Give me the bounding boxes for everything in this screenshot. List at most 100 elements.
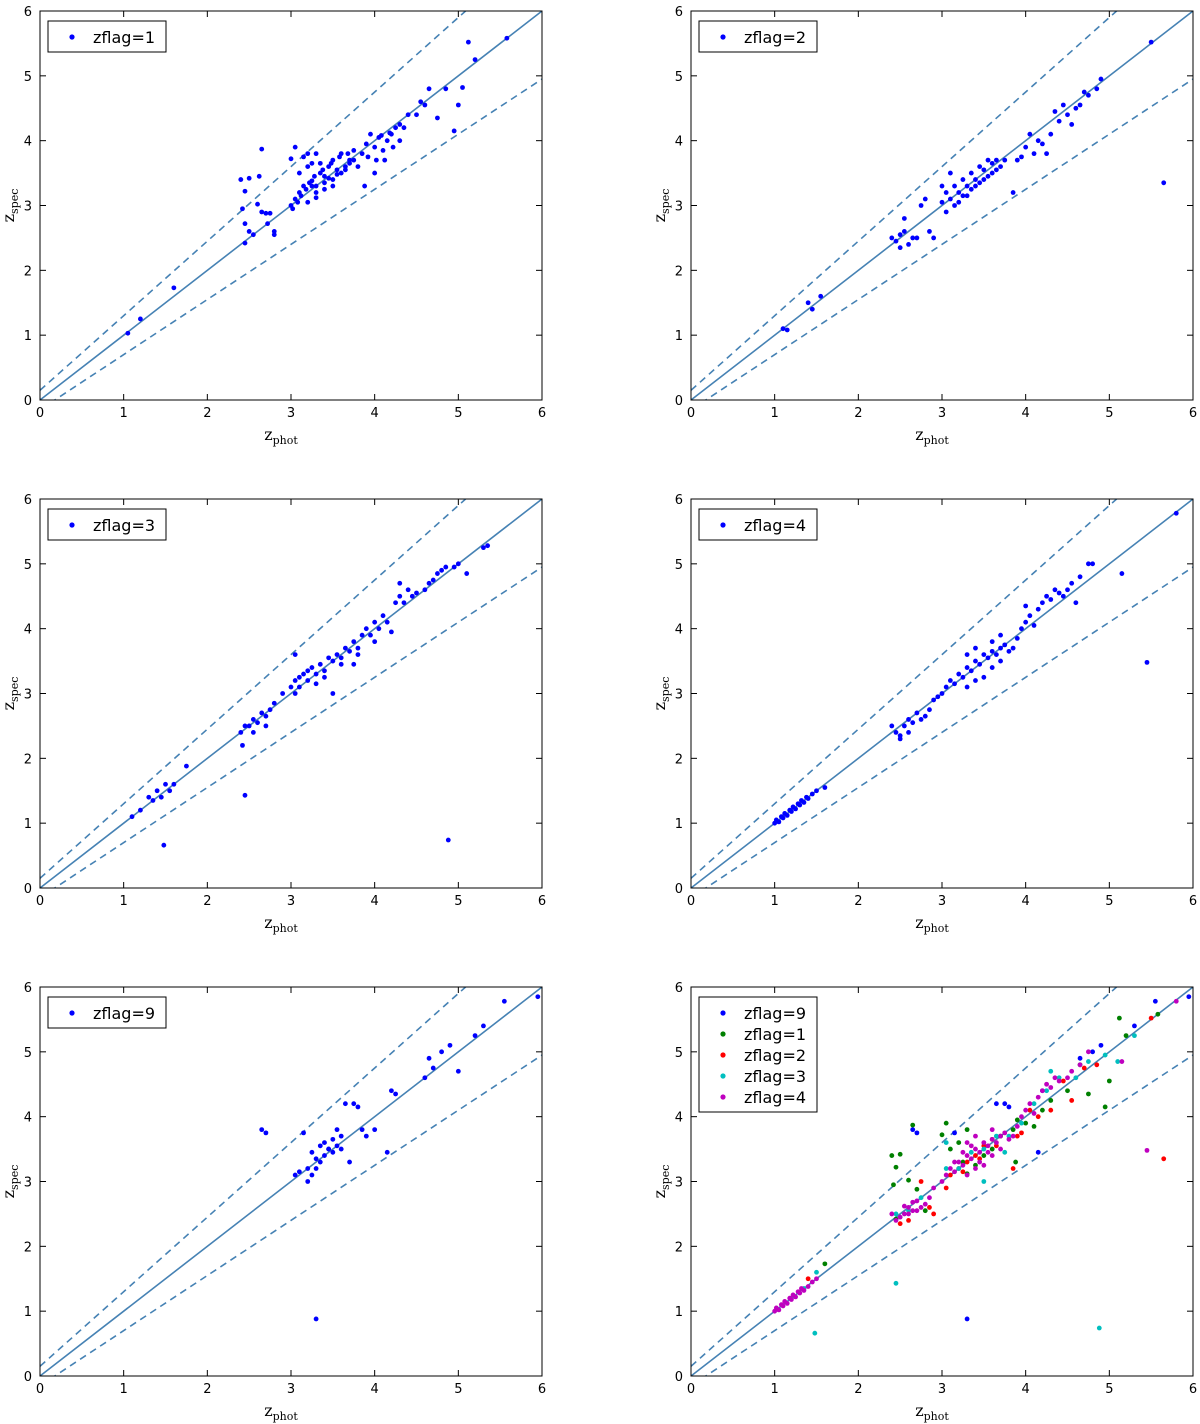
data-point (1006, 648, 1012, 654)
data-point (964, 193, 970, 199)
data-point (973, 1153, 978, 1158)
data-point (372, 170, 378, 176)
legend-marker (720, 1052, 726, 1058)
chart-panel-2: 0 1 2 3 4 5 6 0 1 2 3 4 5 6 zphot zspec zflag=2 (650, 0, 1200, 470)
legend-label: zflag=4 (744, 1088, 806, 1107)
y-axis-label-sub: spec (8, 1165, 21, 1190)
data-point (397, 138, 403, 144)
data-point (146, 794, 152, 800)
data-point (960, 177, 966, 182)
data-point (943, 1172, 949, 1178)
x-axis-label: zphot (915, 913, 949, 935)
data-point (914, 1130, 920, 1136)
data-point (397, 580, 403, 586)
x-tick-label: 3 (938, 1382, 946, 1397)
chart-panel-1: 0 1 2 3 4 5 6 0 1 2 3 4 5 6 zphot zspec zflag=1 (0, 0, 600, 470)
x-tick-label: 6 (1189, 406, 1197, 421)
y-axis-label: zspec (0, 189, 21, 223)
data-point (384, 1149, 390, 1155)
data-point (1155, 1011, 1161, 1017)
series-zflag=4 (772, 998, 1179, 1314)
lower-dashed-line (53, 566, 542, 888)
data-point (296, 674, 302, 680)
data-point (1148, 1015, 1154, 1021)
data-point (313, 151, 319, 157)
data-point (906, 1177, 911, 1183)
data-point (897, 232, 903, 238)
legend-label: zflag=9 (744, 1004, 806, 1023)
data-point (964, 1316, 970, 1322)
data-point (901, 216, 907, 221)
data-point (455, 561, 461, 567)
data-point (393, 125, 398, 131)
x-tick-label: 0 (687, 894, 695, 909)
data-point (780, 326, 786, 332)
legend: zflag=9 (47, 996, 167, 1029)
legend: zflag=3 (47, 508, 167, 541)
data-point (465, 39, 471, 45)
data-point (1073, 105, 1079, 111)
data-point (989, 648, 995, 654)
x-axis-label-sub: phot (273, 434, 299, 447)
data-point (1090, 1049, 1095, 1055)
legend-box (47, 20, 167, 53)
y-axis-label-main: z (0, 702, 18, 710)
legend: zflag=4 (698, 508, 818, 541)
x-axis-label: zphot (264, 425, 298, 447)
data-point (363, 1133, 369, 1139)
data-point (1081, 89, 1087, 95)
data-point (382, 157, 388, 163)
data-point (1056, 118, 1062, 124)
data-point (1115, 1059, 1121, 1064)
data-point (305, 199, 311, 205)
data-point (1102, 1104, 1108, 1110)
data-point (985, 1149, 991, 1155)
data-point (1081, 1065, 1087, 1071)
data-point (910, 1127, 916, 1133)
data-point (246, 723, 252, 729)
x-tick-label: 6 (538, 1382, 546, 1397)
y-tick-label: 1 (24, 817, 32, 832)
upper-dashed-line (691, 499, 1118, 879)
data-point (1048, 597, 1054, 602)
y-tick-label: 3 (24, 200, 32, 215)
y-tick-label: 5 (24, 558, 32, 573)
data-point (250, 730, 256, 735)
data-point (167, 788, 173, 794)
x-tick-label: 2 (854, 406, 862, 421)
data-point (1048, 1107, 1054, 1113)
data-point (906, 717, 911, 722)
y-axis-label: zspec (650, 189, 672, 223)
x-tick-label: 5 (454, 406, 462, 421)
series-zflag=4 (772, 510, 1179, 826)
data-point (322, 186, 327, 192)
data-point (267, 210, 273, 216)
series-zflag=3 (789, 1033, 1137, 1336)
data-point (981, 674, 987, 680)
x-tick-label: 4 (371, 894, 379, 909)
data-point (338, 1133, 344, 1139)
data-point (1173, 510, 1179, 516)
legend-box (698, 20, 818, 53)
data-point (1019, 1130, 1024, 1136)
y-tick-label: 1 (675, 329, 683, 344)
x-tick-label: 2 (854, 1382, 862, 1397)
data-point (977, 164, 983, 170)
axis-ticks: 0 1 2 3 4 5 6 0 1 2 3 4 5 6 (24, 5, 546, 421)
data-point (922, 713, 928, 719)
data-point (893, 1280, 899, 1286)
y-tick-label: 6 (675, 5, 683, 20)
data-point (787, 1295, 793, 1301)
y-tick-label: 4 (675, 135, 683, 150)
data-point (422, 587, 428, 593)
legend: zflag=2 (698, 20, 818, 53)
data-point (822, 785, 828, 790)
x-tick-label: 4 (1022, 1382, 1030, 1397)
data-point (1002, 642, 1008, 648)
data-point (504, 35, 510, 41)
data-point (778, 1302, 784, 1308)
one-to-one-line (691, 11, 1193, 400)
data-point (368, 632, 373, 638)
data-point (535, 994, 541, 1000)
data-point (1119, 571, 1125, 576)
